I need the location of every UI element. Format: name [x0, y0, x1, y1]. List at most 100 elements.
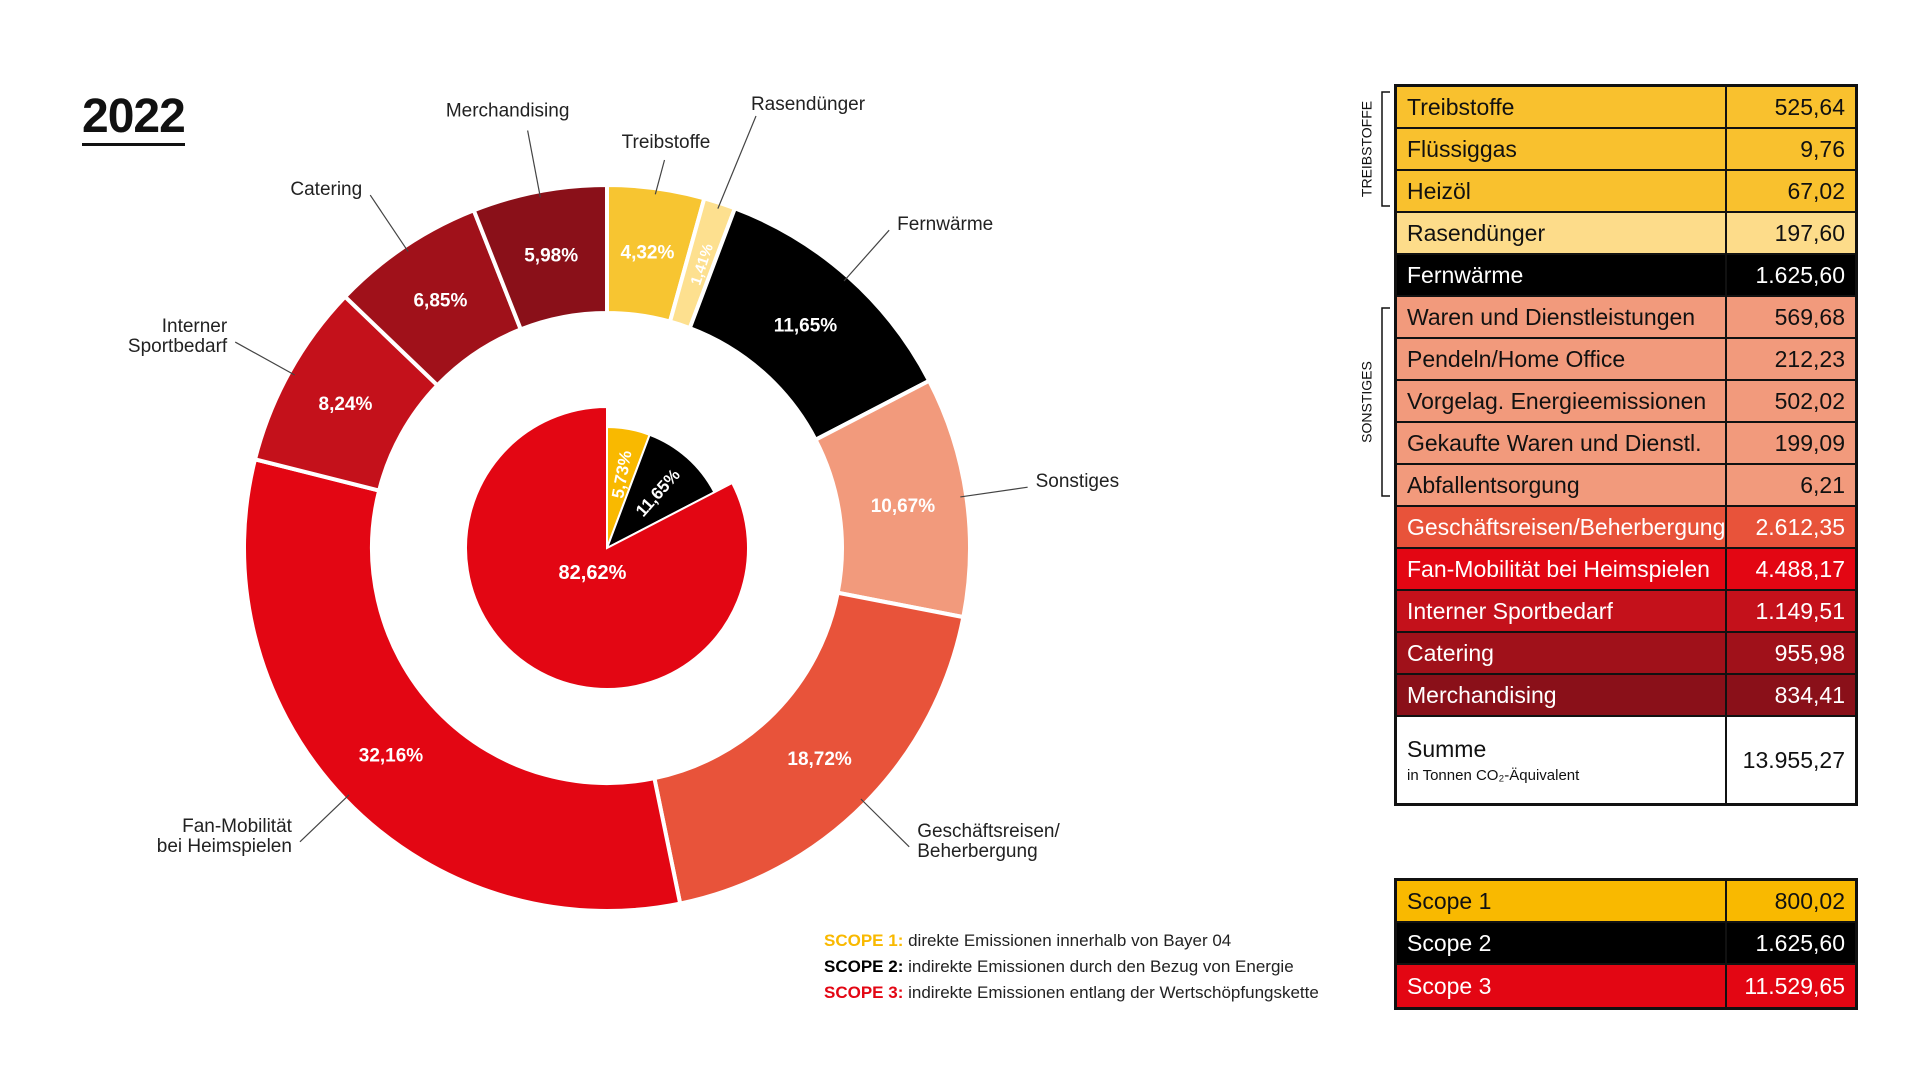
year-title: 2022 [82, 91, 186, 147]
row-label: Vorgelag. Energieemissionen [1397, 381, 1727, 421]
row-label: Fan-Mobilität bei Heimspielen [1397, 549, 1727, 589]
table-row: Abfallentsorgung 6,21 [1397, 465, 1855, 507]
ring-value-label: 5,98% [524, 245, 578, 266]
scope-row: Scope 3 11.529,65 [1397, 965, 1855, 1007]
legend-item: SCOPE 3: indirekte Emissionen entlang de… [824, 980, 1319, 1006]
leader-line [234, 341, 295, 376]
ring-category-label: Sonstiges [1036, 471, 1119, 492]
row-value: 525,64 [1774, 93, 1845, 120]
table-row: Vorgelag. Energieemissionen 502,02 [1397, 381, 1855, 423]
row-value: 199,09 [1774, 429, 1845, 456]
row-value: 1.149,51 [1755, 597, 1845, 624]
table-row: Rasendünger 197,60 [1397, 213, 1855, 255]
table-row: Gekaufte Waren und Dienstl. 199,09 [1397, 423, 1855, 465]
legend-key: SCOPE 2: [824, 957, 904, 976]
row-label: Abfallentsorgung [1397, 465, 1727, 505]
bracket-treibstoffe: TREIBSTOFFE [1359, 91, 1390, 207]
ring-category-label: Geschäftsreisen/Beherbergung [917, 821, 1060, 862]
leader-line [860, 798, 910, 848]
legend-item: SCOPE 1: direkte Emissionen innerhalb vo… [824, 928, 1319, 954]
inner-pie: 5,73%11,65%82,62% [465, 405, 749, 690]
ring-category-label: Treibstoffe [622, 132, 711, 153]
row-value: 834,41 [1774, 681, 1845, 708]
ring-category-label: Merchandising [446, 100, 570, 121]
row-label: Rasendünger [1397, 213, 1727, 253]
emissions-table: Treibstoffe 525,64 Flüssiggas 9,76 Heizöl 67,… [1394, 84, 1858, 806]
row-value: 197,60 [1774, 219, 1845, 246]
svg-text:TREIBSTOFFE: TREIBSTOFFE [1359, 101, 1375, 197]
leader-line [527, 130, 541, 198]
pie-slice-scope-2 [605, 433, 716, 551]
leader-line [843, 229, 890, 282]
row-label: Treibstoffe [1397, 87, 1727, 127]
ring-value-label: 8,24% [319, 394, 373, 415]
row-label: Geschäftsreisen/Beherbergung [1397, 507, 1727, 547]
ring-value-label: 6,85% [413, 291, 467, 312]
table-row: Catering 955,98 [1397, 633, 1855, 675]
legend-key: SCOPE 1: [824, 931, 904, 950]
ring-category-label: Fernwärme [897, 214, 993, 235]
legend-text: indirekte Emissionen durch den Bezug von… [903, 957, 1294, 976]
ring-value-label: 11,65% [774, 315, 837, 336]
row-label: Fernwärme [1397, 255, 1727, 295]
table-row: Interner Sportbedarf 1.149,51 [1397, 591, 1855, 633]
ring-category-label: Fan-Mobilität bei Heimspielen [157, 816, 293, 857]
leader-line [369, 194, 409, 252]
table-row: Fan-Mobilität bei Heimspielen 4.488,17 [1397, 549, 1855, 591]
sum-label: Summe [1407, 736, 1487, 762]
sum-unit: in Tonnen CO₂-Äquivalent [1407, 767, 1580, 784]
leader-line [299, 794, 350, 843]
svg-text:SONSTIGES: SONSTIGES [1359, 361, 1375, 443]
scope-value: 1.625,60 [1755, 929, 1845, 956]
row-value: 502,02 [1774, 387, 1845, 414]
sum-value: 13.955,27 [1742, 746, 1845, 773]
scope-table: Scope 1 800,02 Scope 2 1.625,60 Scope 3 11.52… [1394, 878, 1858, 1010]
ring-segment-merchandising [471, 182, 609, 332]
table-row: Waren und Dienstleistungen 569,68 [1397, 297, 1855, 339]
sum-row: Summe in Tonnen CO₂-Äquivalent 13.955,27 [1397, 717, 1855, 803]
legend-text: indirekte Emissionen entlang der Wertsch… [903, 983, 1319, 1002]
row-value: 2.612,35 [1755, 513, 1845, 540]
table-row: Pendeln/Home Office 212,23 [1397, 339, 1855, 381]
scope-label: Scope 3 [1397, 965, 1727, 1007]
row-label: Flüssiggas [1397, 129, 1727, 169]
pie-value-label: 82,62% [559, 562, 627, 584]
legend-text: direkte Emissionen innerhalb von Bayer 0… [903, 931, 1232, 950]
row-value: 569,68 [1774, 303, 1845, 330]
row-label: Gekaufte Waren und Dienstl. [1397, 423, 1727, 463]
ring-category-label: Interner Sportbedarf [128, 316, 228, 357]
scope-value: 800,02 [1774, 887, 1845, 914]
row-label: Waren und Dienstleistungen [1397, 297, 1727, 337]
row-label: Interner Sportbedarf [1397, 591, 1727, 631]
emissions-donut-chart: 4,32%Treibstoffe1,41%Rasendünger11,65%Fe… [128, 94, 1119, 913]
table-row: Treibstoffe 525,64 [1397, 87, 1855, 129]
ring-segment-geschäftsreisen-beherbergung [652, 590, 966, 906]
scope-value: 11.529,65 [1744, 972, 1845, 999]
scope-legend: SCOPE 1: direkte Emissionen innerhalb vo… [824, 928, 1319, 1006]
row-value: 955,98 [1774, 639, 1845, 666]
table-row: Flüssiggas 9,76 [1397, 129, 1855, 171]
table-row: Heizöl 67,02 [1397, 171, 1855, 213]
ring-value-label: 4,32% [621, 243, 675, 264]
pie-slice-scope-3 [465, 405, 749, 690]
ring-value-label: 32,16% [359, 746, 424, 767]
ring-segment-fan-mobilität-bei-heimspielen [242, 456, 683, 913]
outer-ring [242, 182, 972, 913]
ring-category-label: Catering [290, 179, 362, 200]
legend-key: SCOPE 3: [824, 983, 904, 1002]
leader-line [654, 159, 666, 195]
table-row: Fernwärme 1.625,60 [1397, 255, 1855, 297]
row-label: Pendeln/Home Office [1397, 339, 1727, 379]
outer-ring-labels: 4,32%Treibstoffe1,41%Rasendünger11,65%Fe… [128, 94, 1119, 862]
row-value: 6,21 [1800, 471, 1845, 498]
table-brackets: TREIBSTOFFE SONSTIGES [1359, 91, 1390, 497]
row-value: 212,23 [1774, 345, 1845, 372]
legend-item: SCOPE 2: indirekte Emissionen durch den … [824, 954, 1319, 980]
scope-label: Scope 2 [1397, 923, 1727, 963]
row-value: 4.488,17 [1755, 555, 1845, 582]
table-row: Geschäftsreisen/Beherbergung 2.612,35 [1397, 507, 1855, 549]
ring-value-label: 10,67% [871, 496, 936, 517]
sum-label-cell: Summe in Tonnen CO₂-Äquivalent [1397, 717, 1727, 803]
row-label: Catering [1397, 633, 1727, 673]
table-row: Merchandising 834,41 [1397, 675, 1855, 717]
